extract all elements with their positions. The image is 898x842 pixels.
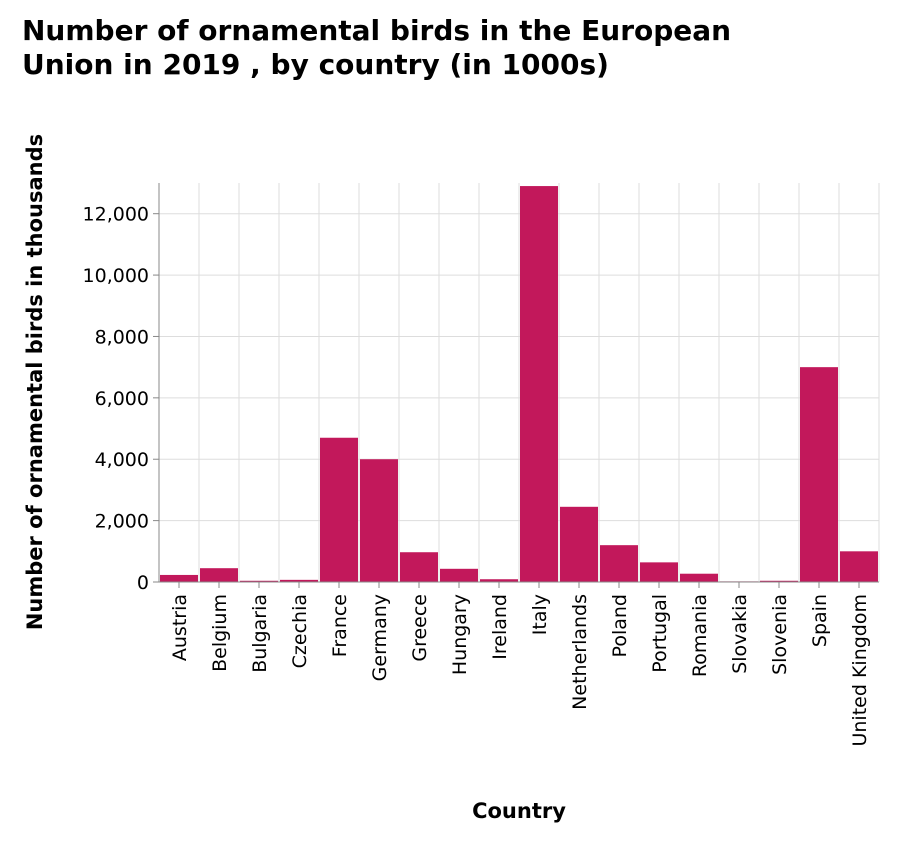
axes: [158, 183, 879, 583]
y-tick-label: 6,000: [95, 388, 149, 410]
x-axis-title: Country: [472, 799, 566, 823]
x-tick-label: Poland: [609, 594, 631, 657]
bar-france: [320, 437, 358, 582]
x-tick-label: Czechia: [289, 594, 311, 668]
x-tick-label: Bulgaria: [249, 594, 271, 673]
x-tick-label: Slovakia: [729, 594, 751, 674]
bars: [160, 186, 878, 583]
x-tick-label: Ireland: [489, 594, 511, 660]
bar-portugal: [640, 562, 678, 582]
x-tick-label: Spain: [809, 594, 831, 647]
y-axis-ticks: 0 2,000 4,000 6,000 8,000 10,000 12,000: [83, 204, 159, 594]
bar-greece: [400, 552, 438, 582]
bar-bulgaria: [240, 580, 278, 582]
bar-ireland: [480, 579, 518, 582]
x-axis-ticks: Austria Belgium Bulgaria Czechia France Germa…: [169, 582, 871, 747]
gridlines: [158, 183, 880, 583]
y-axis-title: Number of ornamental birds in thousands: [23, 134, 47, 630]
x-tick-label: Belgium: [209, 594, 231, 672]
x-tick-label: Italy: [529, 594, 551, 635]
x-tick-label: Slovenia: [769, 594, 791, 675]
y-tick-label: 2,000: [95, 511, 149, 533]
y-tick-label: 4,000: [95, 449, 149, 471]
x-tick-label: France: [329, 594, 351, 657]
bar-austria: [160, 574, 198, 582]
x-tick-label: Romania: [689, 594, 711, 677]
y-tick-label: 0: [137, 572, 149, 594]
x-tick-label: United Kingdom: [849, 594, 871, 747]
bar-poland: [600, 545, 638, 582]
x-tick-label: Netherlands: [569, 594, 591, 710]
bar-germany: [360, 459, 398, 582]
bar-hungary: [440, 568, 478, 582]
bar-czechia: [280, 579, 318, 582]
bar-italy: [520, 186, 558, 583]
x-tick-label: Hungary: [449, 594, 471, 675]
x-tick-label: Portugal: [649, 594, 671, 673]
bar-spain: [800, 367, 838, 582]
x-tick-label: Austria: [169, 594, 191, 661]
bar-romania: [680, 573, 718, 582]
chart-title-line-2: Union in 2019 , by country (in 1000s): [22, 48, 609, 81]
x-tick-label: Germany: [369, 594, 391, 681]
y-tick-label: 8,000: [95, 326, 149, 348]
chart-title-line-1: Number of ornamental birds in the Europe…: [22, 14, 732, 47]
bar-united-kingdom: [840, 551, 878, 582]
chart-title: Number of ornamental birds in the Europe…: [22, 14, 882, 82]
bar-slovenia: [760, 580, 798, 582]
bar-belgium: [200, 568, 238, 582]
y-tick-label: 12,000: [83, 204, 149, 226]
bar-netherlands: [560, 506, 598, 582]
x-tick-label: Greece: [409, 594, 431, 662]
y-tick-label: 10,000: [83, 265, 149, 287]
